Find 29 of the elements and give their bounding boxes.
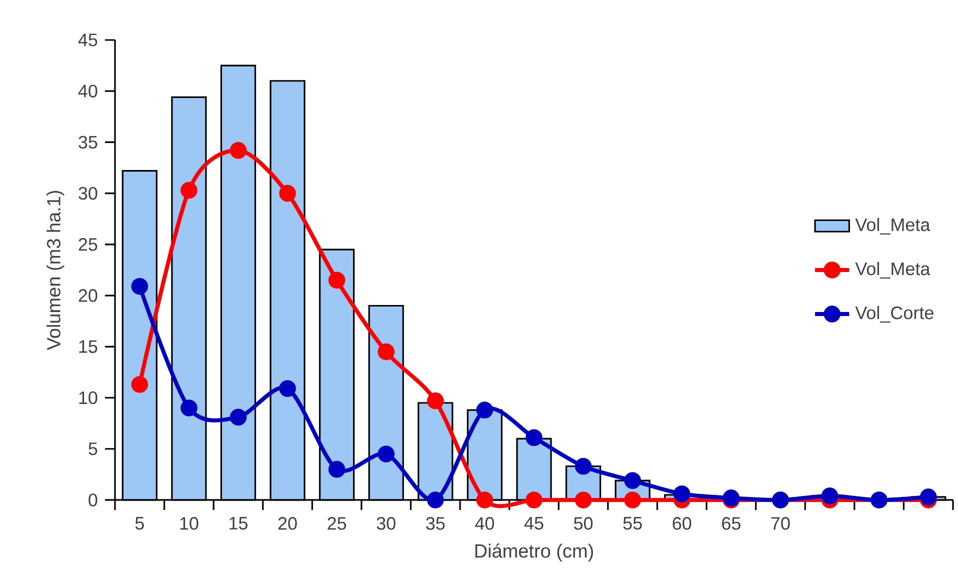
x-axis-title: Diámetro (cm) <box>475 544 593 562</box>
y-tick-label: 10 <box>79 391 98 404</box>
y-tick-label: 5 <box>88 442 98 456</box>
legend-label: Vol_Meta <box>855 262 930 279</box>
y-tick-label: 0 <box>88 494 98 506</box>
x-tick-label: 50 <box>574 517 593 530</box>
x-tick-label: 10 <box>180 517 198 530</box>
x-tick-label: 70 <box>771 517 790 530</box>
x-tick-label: 45 <box>524 517 544 530</box>
y-tick-label: 40 <box>78 84 98 98</box>
legend-label: Vol_Corte <box>855 306 934 323</box>
y-tick-label: 20 <box>78 289 98 302</box>
x-tick-label: 5 <box>135 517 144 530</box>
x-tick-label: 25 <box>328 517 346 530</box>
legend-label: Vol_Meta <box>855 218 930 235</box>
x-tick-label: 15 <box>230 517 248 530</box>
x-tick-label: 35 <box>426 517 445 530</box>
x-tick-label: 65 <box>722 517 740 530</box>
x-tick-label: 20 <box>278 517 297 530</box>
x-tick-label: 55 <box>623 517 642 530</box>
y-tick-label: 30 <box>78 186 98 200</box>
y-tick-label: 35 <box>78 136 98 149</box>
y-tick-label: 15 <box>79 340 98 353</box>
x-tick-label: 60 <box>672 517 692 530</box>
y-tick-label: 25 <box>78 238 98 251</box>
x-tick-label: 40 <box>475 517 494 530</box>
y-tick-label: 45 <box>78 34 98 46</box>
x-tick-label: 30 <box>376 517 396 530</box>
y-axis-title: Volumen (m3 ha.1) <box>46 190 64 350</box>
